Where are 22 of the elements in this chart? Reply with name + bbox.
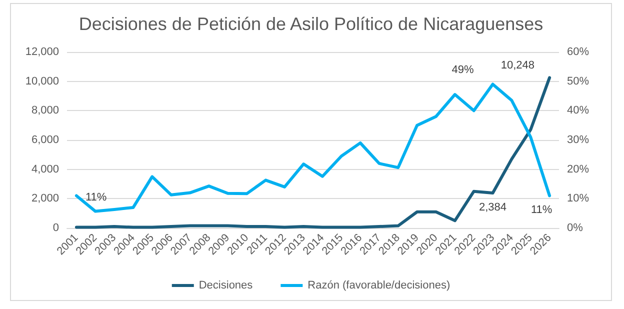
data-label: 11% — [85, 192, 107, 204]
data-label: 2,384 — [479, 202, 507, 214]
y-tick-label: 0 — [52, 222, 59, 234]
y-tick-label: 2,000 — [31, 192, 59, 205]
y-tick-label: 12,000 — [25, 46, 59, 58]
y-tick-label: 6,000 — [31, 134, 59, 146]
y2-tick-label: 10% — [567, 192, 590, 205]
y2-tick-label: 60% — [567, 46, 590, 58]
y-tick-label: 4,000 — [31, 163, 59, 176]
data-label: 11% — [530, 204, 552, 216]
y2-tick-label: 20% — [567, 163, 590, 176]
legend-label: Decisiones — [198, 280, 254, 292]
chart-title: Decisiones de Petición de Asilo Político de Nicaraguenses — [78, 14, 544, 34]
legend-label: Razón (favorable/decisiones) — [308, 280, 450, 292]
data-label: 10,248 — [500, 60, 535, 72]
y2-tick-label: 50% — [567, 75, 590, 88]
y2-tick-label: 30% — [567, 134, 590, 146]
y-tick-label: 10,000 — [25, 75, 59, 88]
data-label: 49% — [452, 64, 474, 76]
y2-tick-label: 0% — [567, 222, 584, 234]
y-tick-label: 8,000 — [31, 104, 59, 117]
y2-tick-label: 40% — [567, 104, 590, 117]
